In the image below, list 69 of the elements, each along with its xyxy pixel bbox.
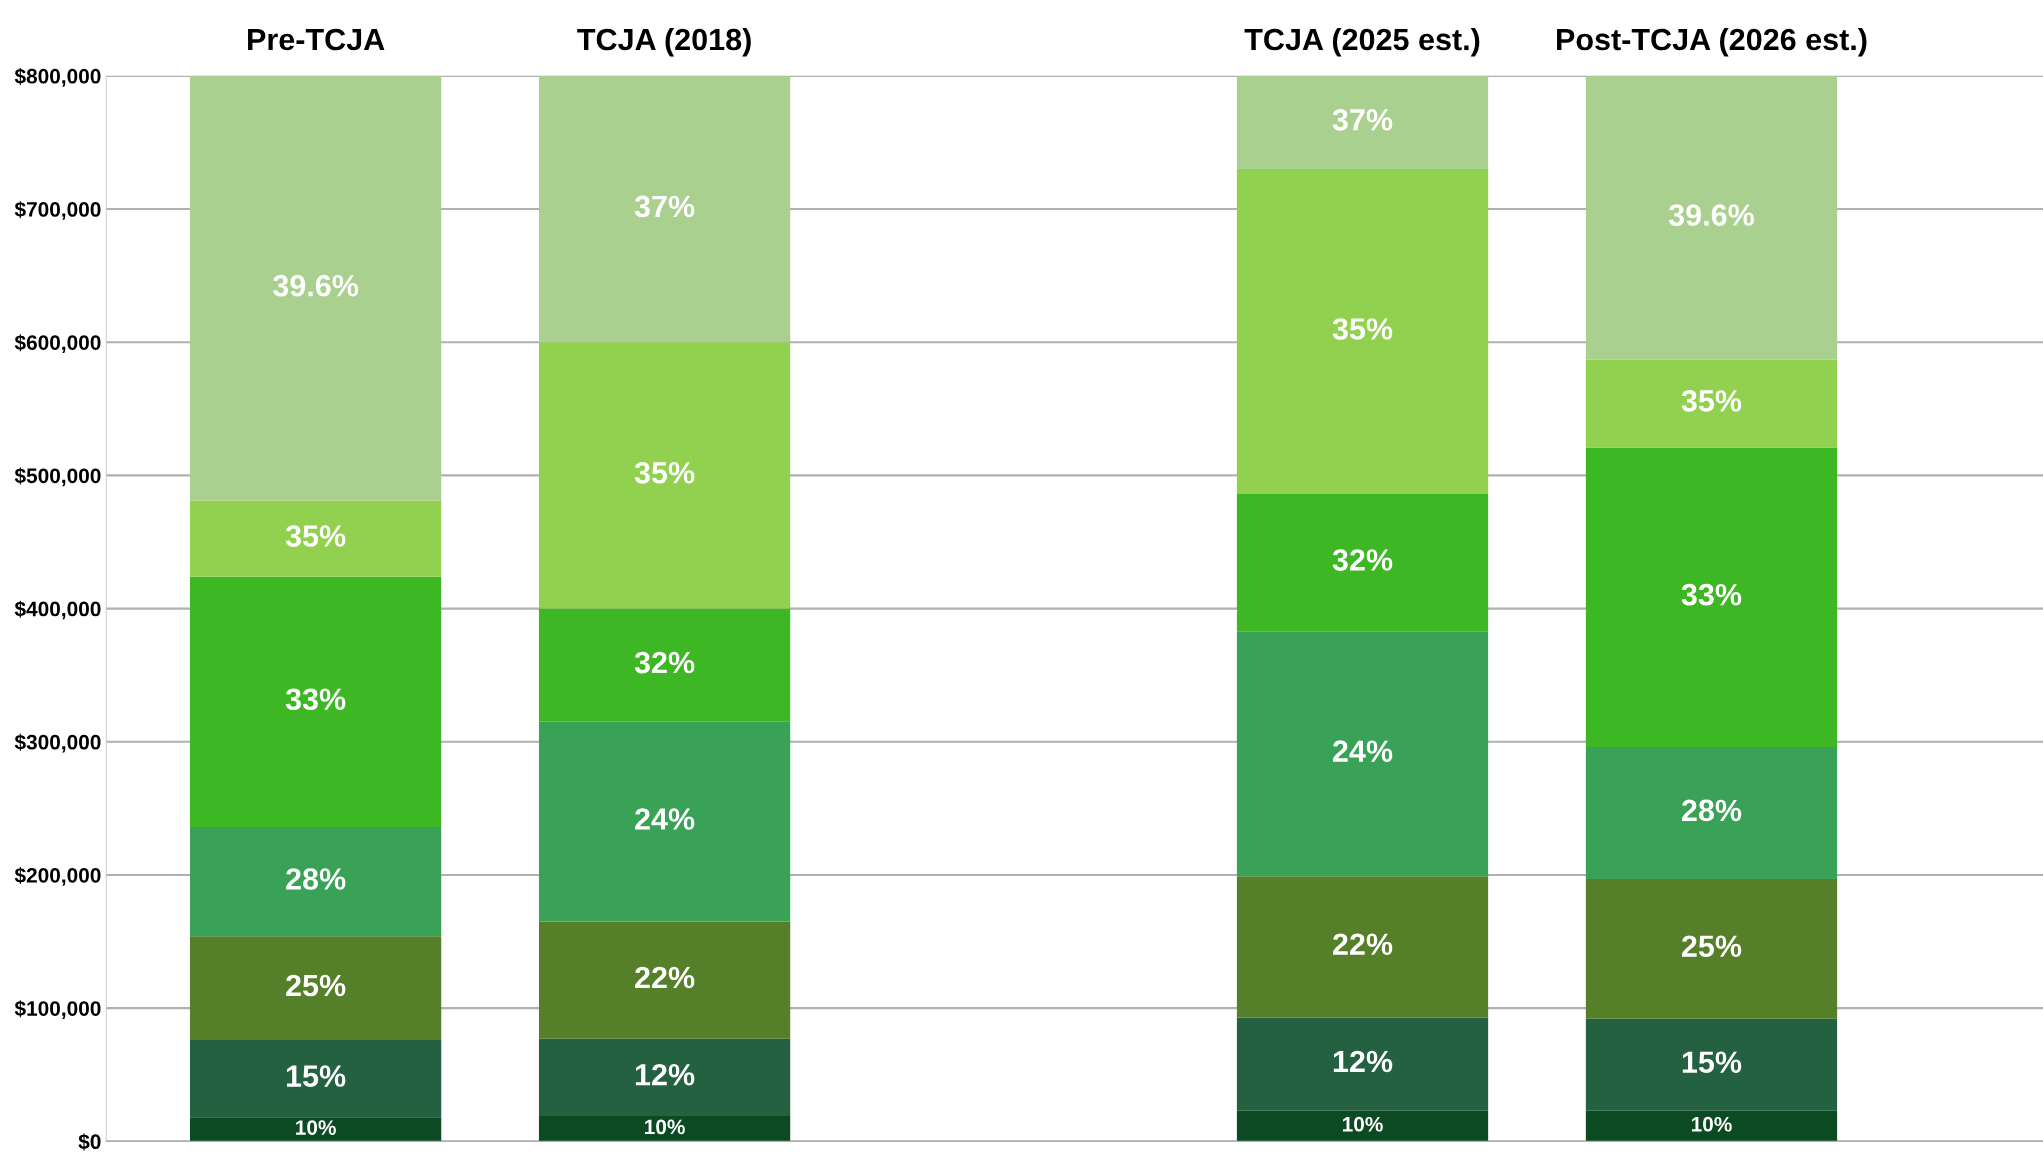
y-tick-label: $200,000 <box>14 867 101 886</box>
annotation: 10% <box>1342 1116 1383 1132</box>
bar <box>538 1038 791 1117</box>
x-tick-label: Post-TCJA (2026 est.) <box>1557 27 1867 57</box>
annotation: 15% <box>1682 1051 1742 1073</box>
annotation: 25% <box>286 974 346 997</box>
annotation: 35% <box>1681 390 1742 412</box>
bar <box>1585 878 1838 1019</box>
annotation: 39.6% <box>273 274 359 297</box>
y-tick-label: $700,000 <box>14 201 101 220</box>
annotation: 22% <box>635 966 695 989</box>
bar <box>189 1040 442 1118</box>
bar <box>1236 494 1489 632</box>
bar <box>1585 447 1838 748</box>
bar <box>189 576 442 828</box>
bar <box>1236 1110 1489 1142</box>
y-tick-label: $100,000 <box>14 1000 101 1019</box>
bar <box>1236 75 1489 170</box>
bar <box>538 75 791 343</box>
annotation: 12% <box>1333 1050 1393 1073</box>
annotation: 15% <box>286 1065 346 1087</box>
annotation: 10% <box>645 1119 685 1135</box>
annotation: 35% <box>634 461 695 484</box>
annotation: 39.6% <box>1668 204 1754 226</box>
bar <box>189 75 442 501</box>
bar <box>1236 631 1489 877</box>
x-tick-label: TCJA (2025 est.) <box>1244 27 1480 57</box>
x-tick-label: TCJA (2018) <box>577 27 751 57</box>
annotation: 22% <box>1333 933 1393 956</box>
y-tick-label: $300,000 <box>14 733 101 753</box>
annotation: 25% <box>1681 935 1742 958</box>
bar <box>1585 359 1838 448</box>
annotation: 37% <box>634 195 695 218</box>
annotation: 12% <box>635 1063 695 1086</box>
annotation: 32% <box>634 651 695 674</box>
y-tick-label: $400,000 <box>14 600 101 620</box>
annotation: 33% <box>285 688 346 711</box>
bar <box>538 608 791 722</box>
bar <box>538 921 791 1039</box>
bar <box>538 721 791 922</box>
bar <box>1585 1110 1838 1142</box>
annotation: 24% <box>1333 740 1393 762</box>
bar <box>1585 75 1838 360</box>
x-tick-label: Pre-TCJA <box>248 28 385 51</box>
bar <box>1236 1017 1489 1111</box>
annotation: 24% <box>635 808 695 830</box>
annotation: 35% <box>285 525 346 547</box>
annotation: 33% <box>1681 583 1742 606</box>
annotation: 28% <box>1681 799 1742 822</box>
annotation: 37% <box>1332 109 1393 131</box>
annotation: 10% <box>296 1120 336 1135</box>
y-tick-label: $0 <box>78 1133 101 1151</box>
bar <box>189 1117 442 1142</box>
annotation: 35% <box>1332 318 1393 340</box>
bar <box>189 827 442 937</box>
annotation: 10% <box>1691 1116 1732 1132</box>
bar <box>189 936 442 1041</box>
bar <box>538 342 791 609</box>
y-tick-label: $800,000 <box>14 67 101 87</box>
bar <box>1585 1018 1838 1111</box>
bar <box>1236 876 1489 1018</box>
bar <box>1236 169 1489 495</box>
y-tick-label: $600,000 <box>14 334 101 353</box>
bar <box>538 1116 791 1142</box>
bar <box>189 500 442 577</box>
annotation: 32% <box>1332 549 1393 571</box>
bar <box>1585 747 1838 879</box>
y-tick-label: $500,000 <box>14 467 101 487</box>
annotation: 28% <box>286 868 346 890</box>
